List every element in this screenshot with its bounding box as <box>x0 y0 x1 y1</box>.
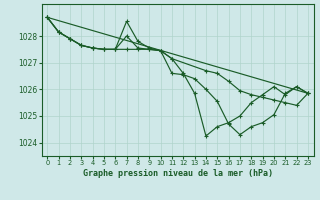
X-axis label: Graphe pression niveau de la mer (hPa): Graphe pression niveau de la mer (hPa) <box>83 169 273 178</box>
